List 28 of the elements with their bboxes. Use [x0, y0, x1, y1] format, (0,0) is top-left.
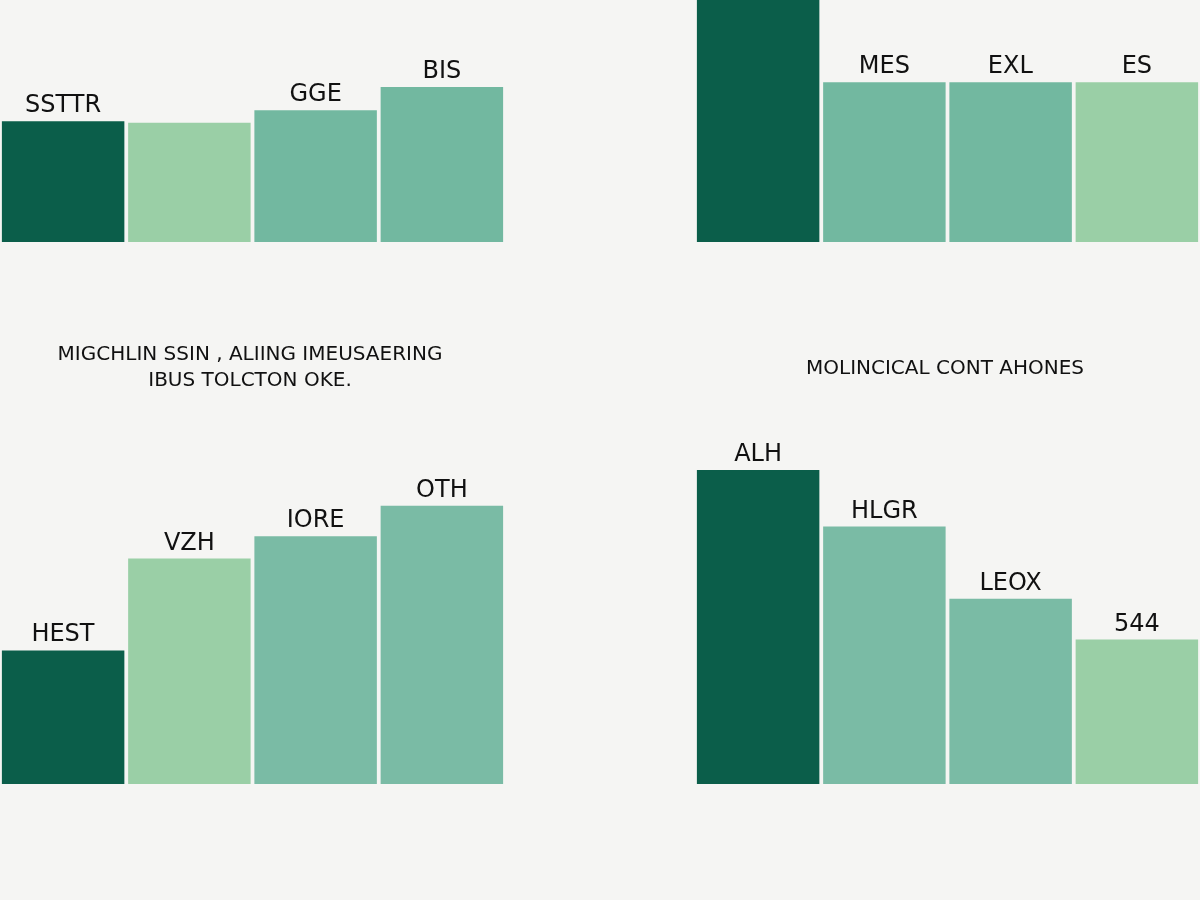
bar — [128, 558, 251, 784]
bar — [1, 650, 125, 784]
x-tick-label: VZH — [163, 527, 215, 556]
bar — [1075, 639, 1199, 784]
x-tick-label: LEOX — [979, 567, 1042, 596]
x-tick-label: BIS — [422, 56, 462, 85]
bar — [128, 122, 251, 242]
bar — [696, 470, 820, 784]
bar — [380, 87, 504, 242]
x-tick-label: MES — [858, 51, 910, 80]
x-tick-label: ES — [1121, 51, 1153, 80]
bar — [380, 505, 504, 784]
bar — [254, 110, 377, 242]
chart-title: MOLINCICAL CONT AHONES — [805, 355, 1085, 379]
x-tick-label: OTH — [416, 474, 468, 503]
x-tick-label: ALH — [734, 439, 783, 467]
x-tick-label: 544 — [1113, 608, 1160, 637]
x-tick-label: EXL — [987, 51, 1034, 80]
bar — [949, 598, 1072, 784]
x-tick-label: GGE — [289, 79, 342, 108]
bar — [823, 526, 946, 784]
x-tick-label: HLGR — [851, 495, 918, 524]
x-tick-label: SSTTR — [25, 90, 102, 119]
bar — [254, 536, 377, 784]
bar — [1, 121, 125, 242]
x-tick-label: IORE — [286, 505, 345, 534]
x-tick-label: HEST — [31, 619, 95, 648]
chart-title: MIGCHLIN SSIN , ALIING IMEUSAERING IBUS TOLCTON OKE. — [57, 341, 443, 391]
